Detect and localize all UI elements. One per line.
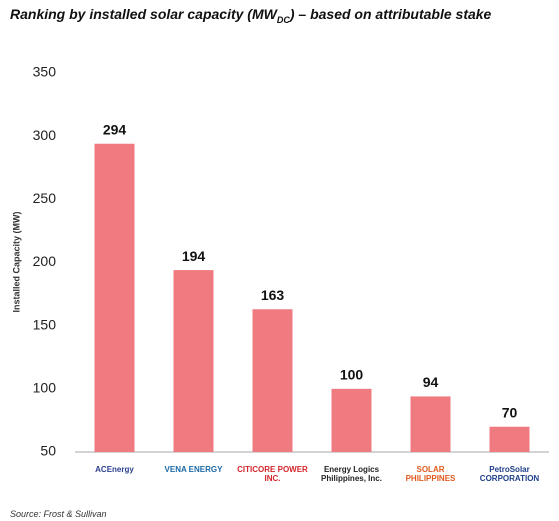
x-tick-label: PetroSolar CORPORATION [479,465,540,483]
x-tick-label: CITICORE POWER INC. [237,465,308,483]
value-label: 163 [261,287,285,303]
bar [252,309,293,452]
x-tick-label: Energy Logics Philippines, Inc. [321,465,382,483]
title-text-rest: ) – based on attributable stake [289,6,492,22]
y-tick-label: 200 [33,253,57,269]
y-tick-label: 250 [33,190,57,206]
source-note: Source: Frost & Sullivan [10,509,107,519]
value-label: 70 [502,404,518,420]
y-tick-label: 150 [33,316,57,332]
chart-title: Ranking by installed solar capacity (MWD… [10,6,555,28]
y-tick-label: 350 [33,64,57,80]
bar [173,270,214,452]
y-axis-label: Installed Capacity (MW) [11,211,21,312]
value-label: 294 [103,121,127,137]
bar [94,143,135,452]
title-text: Ranking by installed solar capacity (MW [10,6,277,22]
x-tick-label: VENA ENERGY [164,465,223,474]
bar [489,426,530,452]
x-tick-label: SOLAR PHILIPPINES [405,465,456,483]
bar [331,388,372,452]
bar [410,396,451,452]
x-tick-label: ACEnergy [95,465,134,474]
y-tick-label: 300 [33,127,57,143]
value-label: 94 [423,374,439,390]
y-tick-label: 100 [33,380,57,396]
value-label: 194 [182,248,206,264]
y-tick-label: 50 [40,443,56,459]
value-label: 100 [340,367,364,383]
title-subscript: DC [276,14,290,25]
